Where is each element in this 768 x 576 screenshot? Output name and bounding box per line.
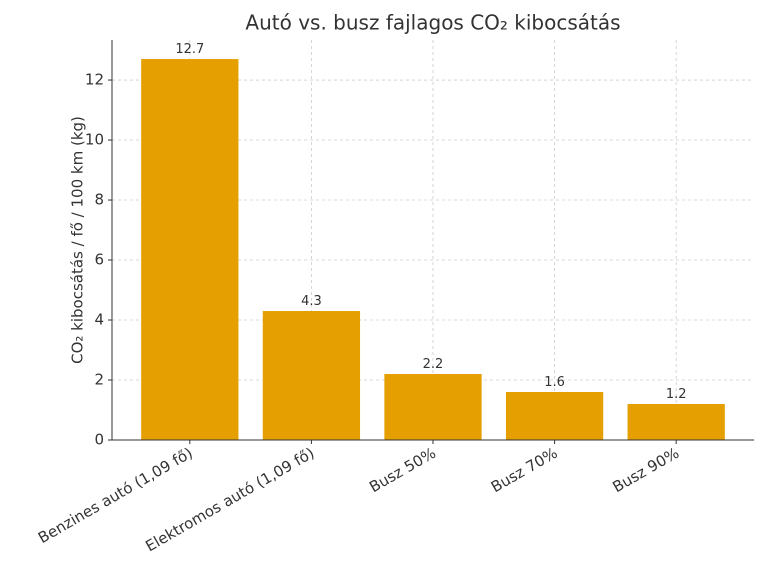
grid (112, 40, 754, 441)
bar (505, 392, 604, 440)
value-label: 1.2 (666, 387, 687, 402)
x-tick-label: Busz 50% (366, 444, 439, 496)
bar (141, 59, 239, 441)
bar (384, 374, 482, 440)
bar (262, 311, 361, 440)
bar (627, 404, 725, 440)
y-axis-label: CO₂ kibocsátás / fő / 100 km (kg) (69, 116, 87, 364)
y-tick-label: 12 (85, 71, 104, 89)
y-tick-label: 0 (94, 431, 104, 449)
y-tick-label: 6 (94, 251, 104, 269)
value-label: 4.3 (301, 294, 322, 309)
x-tick-label: Busz 70% (488, 444, 561, 496)
x-tick-label: Busz 90% (609, 444, 682, 496)
marks (141, 59, 725, 441)
y-tick-label: 8 (94, 191, 104, 209)
y-tick-label: 2 (94, 371, 104, 389)
value-label: 1.6 (544, 375, 565, 390)
value-label: 12.7 (175, 42, 204, 57)
value-label: 2.2 (423, 357, 444, 372)
chart-title: Autó vs. busz fajlagos CO₂ kibocsátás (245, 11, 620, 35)
y-tick-label: 10 (85, 131, 104, 149)
y-tick-label: 4 (94, 311, 104, 329)
